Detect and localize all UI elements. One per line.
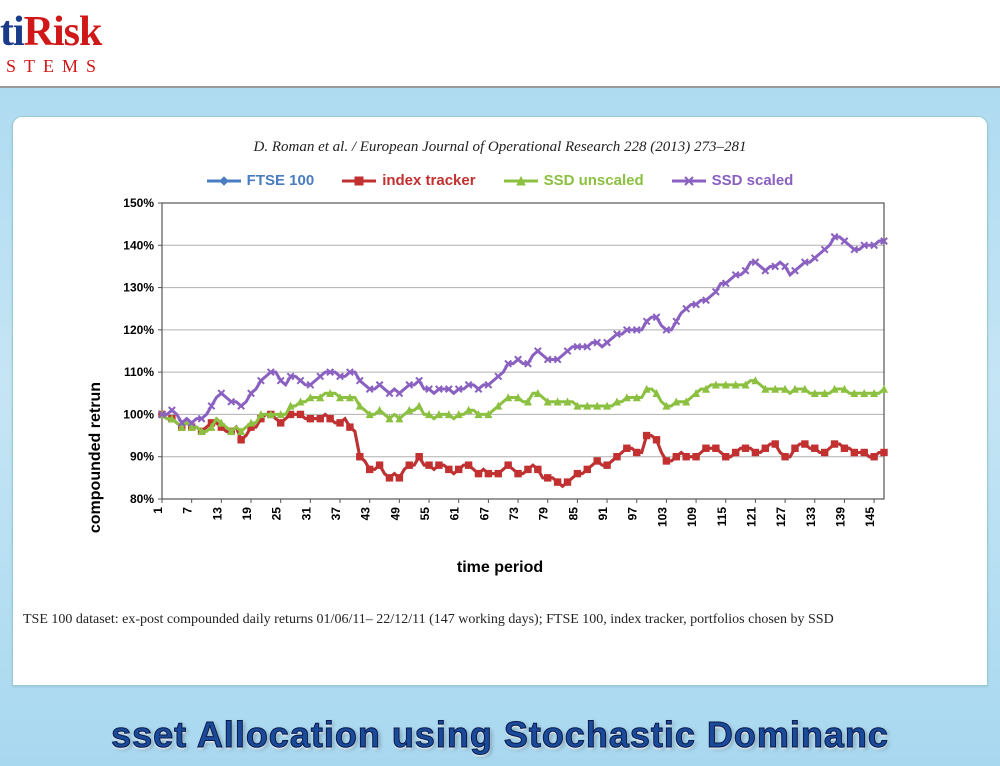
legend-item: index tracker <box>342 172 475 189</box>
svg-text:49: 49 <box>388 507 402 521</box>
svg-text:109: 109 <box>685 507 699 527</box>
svg-text:43: 43 <box>359 507 373 521</box>
chart-caption: TSE 100 dataset: ex-post compounded dail… <box>23 612 979 628</box>
legend-item: FTSE 100 <box>207 172 315 189</box>
svg-text:80%: 80% <box>130 492 154 506</box>
chart-container: FTSE 100 index tracker SSD unscaled SSD sca… <box>100 172 900 592</box>
legend-item: SSD scaled <box>672 172 794 189</box>
chart-svg: 80% 90% 100% 110% 120% 130% 140% 150% 1 7 13 19 25 31… <box>100 195 900 555</box>
svg-text:133: 133 <box>804 507 818 527</box>
svg-text:121: 121 <box>744 507 758 527</box>
svg-text:67: 67 <box>477 507 491 521</box>
svg-text:150%: 150% <box>123 196 154 210</box>
svg-text:7: 7 <box>181 507 195 514</box>
svg-text:127: 127 <box>774 507 788 527</box>
svg-text:90%: 90% <box>130 450 154 464</box>
logo-text-2: Risk <box>24 9 102 55</box>
svg-text:103: 103 <box>655 507 669 527</box>
svg-text:25: 25 <box>270 507 284 521</box>
svg-text:79: 79 <box>537 507 551 521</box>
chart-panel: D. Roman et al. / European Journal of Op… <box>12 116 988 686</box>
legend-item: SSD unscaled <box>504 172 644 189</box>
svg-text:85: 85 <box>566 507 580 521</box>
svg-text:139: 139 <box>833 507 847 527</box>
x-axis-label: time period <box>100 559 900 577</box>
svg-text:19: 19 <box>240 507 254 521</box>
svg-text:115: 115 <box>715 507 729 527</box>
svg-text:37: 37 <box>329 507 343 521</box>
chart-legend: FTSE 100 index tracker SSD unscaled SSD sca… <box>100 172 900 189</box>
page-title: sset Allocation using Stochastic Dominan… <box>0 714 1000 756</box>
svg-text:61: 61 <box>448 507 462 521</box>
svg-text:73: 73 <box>507 507 521 521</box>
logo-bar: tiRisk STEMS <box>0 0 1000 88</box>
svg-text:130%: 130% <box>123 281 154 295</box>
svg-text:140%: 140% <box>123 238 154 252</box>
svg-text:100%: 100% <box>123 407 154 421</box>
logo-subtitle: STEMS <box>6 56 1000 77</box>
svg-text:55: 55 <box>418 507 432 521</box>
svg-text:13: 13 <box>210 507 224 521</box>
svg-text:1: 1 <box>151 507 165 514</box>
svg-text:145: 145 <box>863 507 877 527</box>
svg-text:91: 91 <box>596 507 610 521</box>
y-axis-label: compounded retrun <box>87 382 105 533</box>
svg-text:110%: 110% <box>124 365 154 379</box>
svg-text:31: 31 <box>299 507 313 521</box>
logo: tiRisk <box>0 8 1000 56</box>
citation-text: D. Roman et al. / European Journal of Op… <box>21 139 979 156</box>
svg-text:97: 97 <box>626 507 640 521</box>
logo-text-1: ti <box>0 9 24 55</box>
svg-text:120%: 120% <box>123 323 154 337</box>
